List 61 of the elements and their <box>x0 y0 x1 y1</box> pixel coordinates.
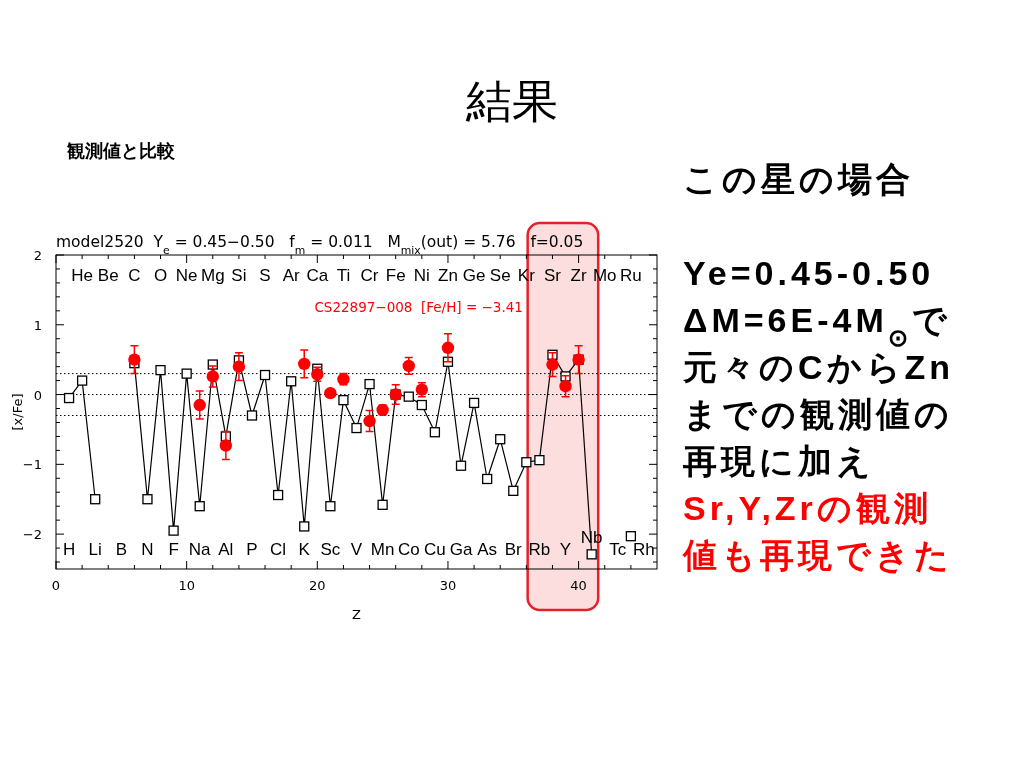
annotation: Ge <box>462 266 486 286</box>
annotation: Na <box>188 539 212 559</box>
text: この星の場合 <box>683 160 914 198</box>
annotation: Cu <box>424 539 446 559</box>
annotation: Cl <box>270 539 287 559</box>
text: Ye=0.45-0.50 ΔM=6E-4M$_{⊙}$で元々のCからZnまでの観測値の再現に加え <box>682 254 955 480</box>
y-tick-label: −2 <box>22 527 42 543</box>
annotation: Sr <box>543 266 562 286</box>
annotation: Ti <box>336 266 351 286</box>
annotation: V <box>350 539 363 559</box>
annotation: N <box>141 539 154 559</box>
y-tick-label: 1 <box>33 317 42 333</box>
annotation: Ga <box>449 539 473 559</box>
y-tick-label: 0 <box>33 387 42 403</box>
annotation: Sc <box>320 539 341 559</box>
annotation: Mn <box>370 539 395 559</box>
annotation: He <box>71 266 93 286</box>
text: CS22897−008 [Fe/H] = −3.41 <box>314 298 523 315</box>
text: Sr,Y,Zrの観測値も再現できた <box>682 489 953 574</box>
annotation: Zr <box>570 266 587 286</box>
annotation: Tc <box>609 539 627 559</box>
annotation: Ar <box>282 266 301 286</box>
annotation: C <box>128 266 141 286</box>
annotation: Li <box>88 539 102 559</box>
annotation: Ne <box>175 266 198 286</box>
x-axis-title: Z <box>352 607 362 622</box>
annotation: Ru <box>620 266 642 286</box>
annotation: B <box>115 539 127 559</box>
annotation: S <box>259 266 271 286</box>
annotation: O <box>153 266 168 286</box>
annotation: Fe <box>385 266 406 286</box>
annotation: H <box>62 539 76 559</box>
annotation: Cr <box>360 266 379 286</box>
annotation: As <box>477 539 498 559</box>
x-tick-label: 0 <box>51 578 61 593</box>
annotation: K <box>298 539 311 559</box>
annotation: Mg <box>200 266 225 286</box>
annotation: Se <box>489 266 511 286</box>
x-tick-label: 20 <box>309 578 326 593</box>
y-tick-label: −1 <box>22 457 42 473</box>
annotation: Y <box>559 539 572 559</box>
annotation: Si <box>231 266 247 286</box>
annotation: Br <box>504 539 523 559</box>
annotation: Rb <box>528 539 551 559</box>
annotation: F <box>168 539 179 559</box>
chart-title: 結果 <box>465 75 558 127</box>
annotation: Be <box>97 266 119 286</box>
annotation: Al <box>218 539 234 559</box>
annotation: Zn <box>438 266 458 286</box>
y-tick-label: 2 <box>33 248 42 263</box>
chart-subtitle: 観測値と比較 <box>66 141 176 161</box>
text: model2520 Y$_{e}$ = 0.45−0.50 f$_{m}$ = 0.011 M$_{mix}$(out) = 5.76 f=0.05 <box>56 233 584 257</box>
annotation: Rh <box>633 539 655 559</box>
y-axis-title: [x/Fe] <box>10 393 25 431</box>
x-tick-label: 10 <box>178 578 195 593</box>
annotation: P <box>246 539 258 559</box>
x-tick-label: 40 <box>570 578 587 593</box>
annotation: Co <box>397 539 420 559</box>
annotation: Ca <box>306 266 329 286</box>
x-tick-label: 30 <box>439 578 457 593</box>
annotation: Ni <box>413 266 430 286</box>
